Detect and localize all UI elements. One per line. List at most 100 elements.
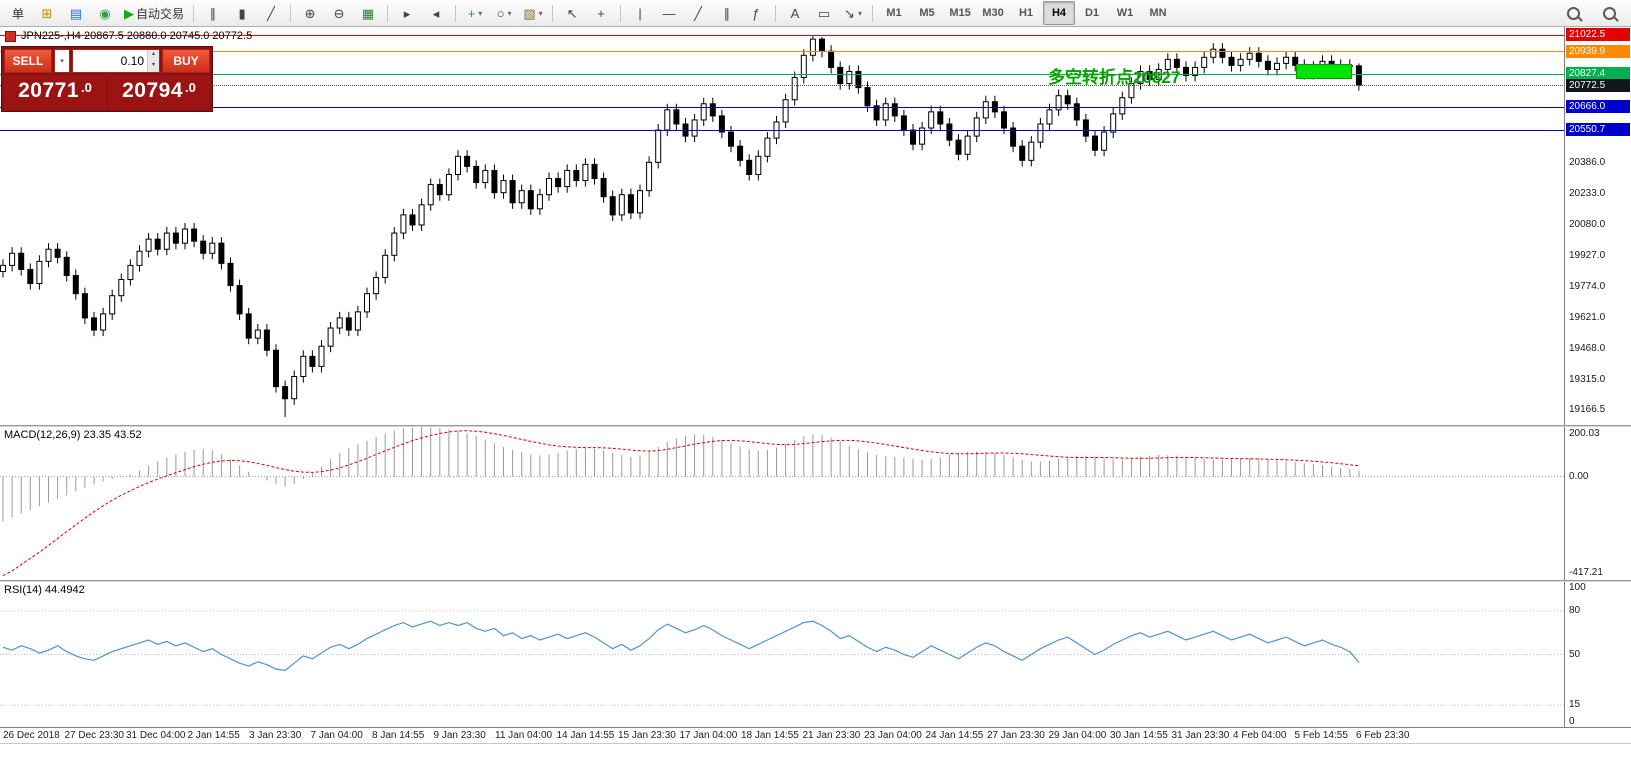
candle[interactable] [336,311,343,335]
candle[interactable] [891,97,898,122]
candle[interactable] [382,249,389,284]
candle[interactable] [618,188,625,221]
candle[interactable] [427,178,434,211]
timeframe-h4-button[interactable]: H4 [1043,1,1076,25]
candle[interactable] [828,45,835,74]
timeframe-m15-button[interactable]: M15 [944,1,976,25]
candle[interactable] [1246,47,1253,66]
arrows-icon-dropdown[interactable]: ▾ [857,8,862,18]
candle[interactable] [345,311,352,337]
candle[interactable] [81,287,88,324]
chart-window-icon[interactable]: ⊞ [33,1,61,25]
candle[interactable] [1355,63,1362,91]
candle[interactable] [45,243,52,268]
candle[interactable] [1264,55,1271,76]
candle[interactable] [527,184,534,215]
text-label-icon[interactable]: ▭ [810,1,838,25]
candle[interactable] [546,172,552,201]
candle[interactable] [300,350,307,383]
indicators-icon[interactable]: + ▾ [461,1,489,25]
candle[interactable] [637,184,643,219]
candle[interactable] [318,340,325,373]
candle[interactable] [1082,113,1089,143]
candle[interactable] [982,95,989,124]
candle[interactable] [245,307,252,345]
buy-button[interactable]: BUY [162,49,210,73]
candle[interactable] [182,222,188,250]
candle[interactable] [1055,89,1062,116]
price-line-21022.5[interactable] [0,34,1564,36]
candle[interactable] [9,247,16,272]
candle[interactable] [0,259,6,278]
candlestick-chart-icon[interactable]: ▮ [228,1,256,25]
price-chart-area[interactable]: 多空转折点20827 JPN225-,H4 20867.5 20880.0 20… [0,27,1565,425]
candle[interactable] [227,257,234,292]
candle[interactable] [819,37,825,58]
candle[interactable] [409,208,416,232]
candle[interactable] [1228,51,1235,72]
candle[interactable] [791,71,798,106]
cursor-icon[interactable]: ↖ [558,1,586,25]
candle[interactable] [900,109,907,137]
templates-icon[interactable]: ▧ ▾ [519,1,547,25]
zoom-out-icon[interactable]: ⊖ [325,1,353,25]
text-icon[interactable]: A [781,1,809,25]
candle[interactable] [573,164,580,187]
candle[interactable] [709,97,716,122]
price-line-20666.0[interactable] [0,106,1564,108]
candle[interactable] [1274,57,1280,76]
search-icon[interactable] [1559,1,1587,25]
candle[interactable] [782,93,789,129]
candle[interactable] [282,380,289,417]
candle[interactable] [91,311,97,337]
candle[interactable] [1183,61,1189,82]
candle[interactable] [910,123,916,151]
timeframe-h1-button[interactable]: H1 [1010,1,1042,25]
candle[interactable] [627,188,634,219]
candle[interactable] [673,103,680,131]
rsi-chart[interactable] [0,582,1565,727]
candle[interactable] [254,323,261,345]
candle[interactable] [1119,91,1126,120]
candle[interactable] [418,198,425,232]
crosshair-icon[interactable]: + [587,1,615,25]
candle[interactable] [236,279,243,320]
candle[interactable] [118,273,125,302]
candle[interactable] [718,109,725,139]
candle[interactable] [518,184,525,209]
volume-preset-dropdown[interactable]: ▾ [54,49,70,73]
periods-icon-dropdown[interactable]: ▾ [507,8,512,18]
price-line-20939.9[interactable] [0,51,1564,53]
candle[interactable] [1037,117,1044,149]
volume-decrease-button[interactable]: ▾ [147,61,159,72]
candle[interactable] [1110,107,1117,139]
pane-splitter[interactable] [0,580,1631,583]
candle[interactable] [600,172,607,203]
candle[interactable] [136,245,143,272]
candle[interactable] [218,237,225,270]
line-chart-icon[interactable]: ╱ [257,1,285,25]
sell-price-display[interactable]: 20771.0 [4,75,106,109]
timeframe-m5-button[interactable]: M5 [911,1,943,25]
candle[interactable] [646,156,653,197]
candle[interactable] [1164,53,1171,76]
candle[interactable] [263,323,270,357]
candle[interactable] [500,174,507,199]
indicators-icon-dropdown[interactable]: ▾ [478,8,483,18]
candle[interactable] [54,243,61,264]
candle[interactable] [1292,51,1299,72]
candle[interactable] [354,305,361,337]
candle[interactable] [536,188,543,215]
candle[interactable] [582,158,589,187]
candle[interactable] [700,97,707,126]
candle[interactable] [1128,77,1135,104]
candle[interactable] [837,61,844,90]
candle[interactable] [955,134,962,161]
candle[interactable] [145,233,152,258]
candle[interactable] [1046,103,1053,131]
candle[interactable] [482,164,489,189]
chart-shift-icon[interactable]: ◂ [422,1,450,25]
candle[interactable] [1255,47,1262,68]
horizontal-line-icon[interactable]: — [655,1,683,25]
candle[interactable] [1219,43,1226,64]
